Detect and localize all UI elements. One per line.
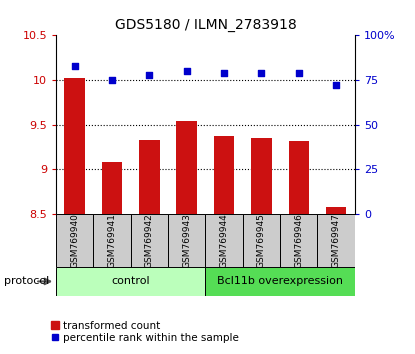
Text: GSM769940: GSM769940 [70,213,79,268]
Text: GSM769943: GSM769943 [182,213,191,268]
Bar [93,214,131,267]
Bar [102,162,122,214]
Bar [251,138,272,214]
Bar [139,140,160,214]
Bar [205,214,243,267]
Bar [317,214,355,267]
Point [295,70,302,76]
Text: GSM769947: GSM769947 [332,213,341,268]
Bar [326,207,347,214]
Text: protocol: protocol [4,276,49,286]
Bar [56,267,205,296]
Bar [168,214,205,267]
Bar [131,214,168,267]
Text: control: control [111,276,150,286]
Text: GSM769944: GSM769944 [220,213,229,268]
Point [183,68,190,74]
Point [258,70,265,76]
Bar [205,267,355,296]
Text: GSM769941: GSM769941 [107,213,117,268]
Bar [214,136,234,214]
Bar [280,214,317,267]
Point [109,77,115,83]
Point [333,82,339,88]
Legend: transformed count, percentile rank within the sample: transformed count, percentile rank withi… [47,316,244,347]
Text: GSM769945: GSM769945 [257,213,266,268]
Text: GSM769942: GSM769942 [145,213,154,268]
Point [221,70,227,76]
Text: Bcl11b overexpression: Bcl11b overexpression [217,276,343,286]
Bar [243,214,280,267]
Point [146,72,153,78]
Title: GDS5180 / ILMN_2783918: GDS5180 / ILMN_2783918 [115,18,296,32]
Point [71,63,78,69]
Bar [56,214,93,267]
Bar [288,141,309,214]
Text: GSM769946: GSM769946 [294,213,303,268]
Bar [176,121,197,214]
Bar [64,78,85,214]
